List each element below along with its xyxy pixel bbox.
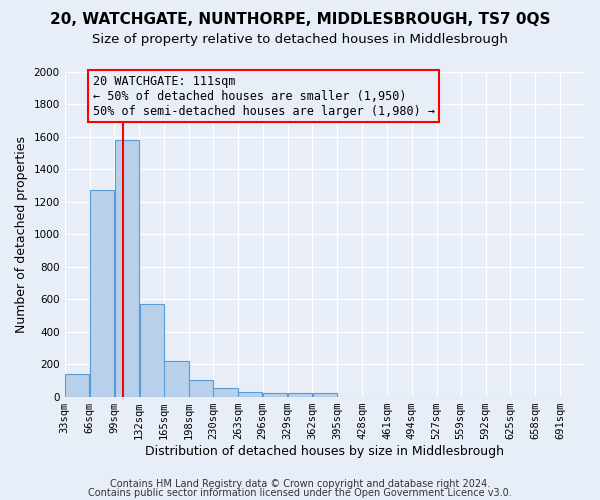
Bar [263,394,287,396]
Text: Size of property relative to detached houses in Middlesbrough: Size of property relative to detached ho… [92,32,508,46]
Bar [189,380,214,396]
Text: Contains HM Land Registry data © Crown copyright and database right 2024.: Contains HM Land Registry data © Crown c… [110,479,490,489]
Text: 20, WATCHGATE, NUNTHORPE, MIDDLESBROUGH, TS7 0QS: 20, WATCHGATE, NUNTHORPE, MIDDLESBROUGH,… [50,12,550,28]
Bar [313,394,337,396]
Bar [238,392,262,396]
Bar [214,388,238,396]
Bar [115,140,139,396]
Bar [65,374,89,396]
Bar [140,304,164,396]
Bar [164,361,188,396]
Y-axis label: Number of detached properties: Number of detached properties [15,136,28,332]
Bar [90,190,114,396]
X-axis label: Distribution of detached houses by size in Middlesbrough: Distribution of detached houses by size … [145,444,505,458]
Text: Contains public sector information licensed under the Open Government Licence v3: Contains public sector information licen… [88,488,512,498]
Bar [288,394,312,396]
Text: 20 WATCHGATE: 111sqm
← 50% of detached houses are smaller (1,950)
50% of semi-de: 20 WATCHGATE: 111sqm ← 50% of detached h… [92,75,434,118]
